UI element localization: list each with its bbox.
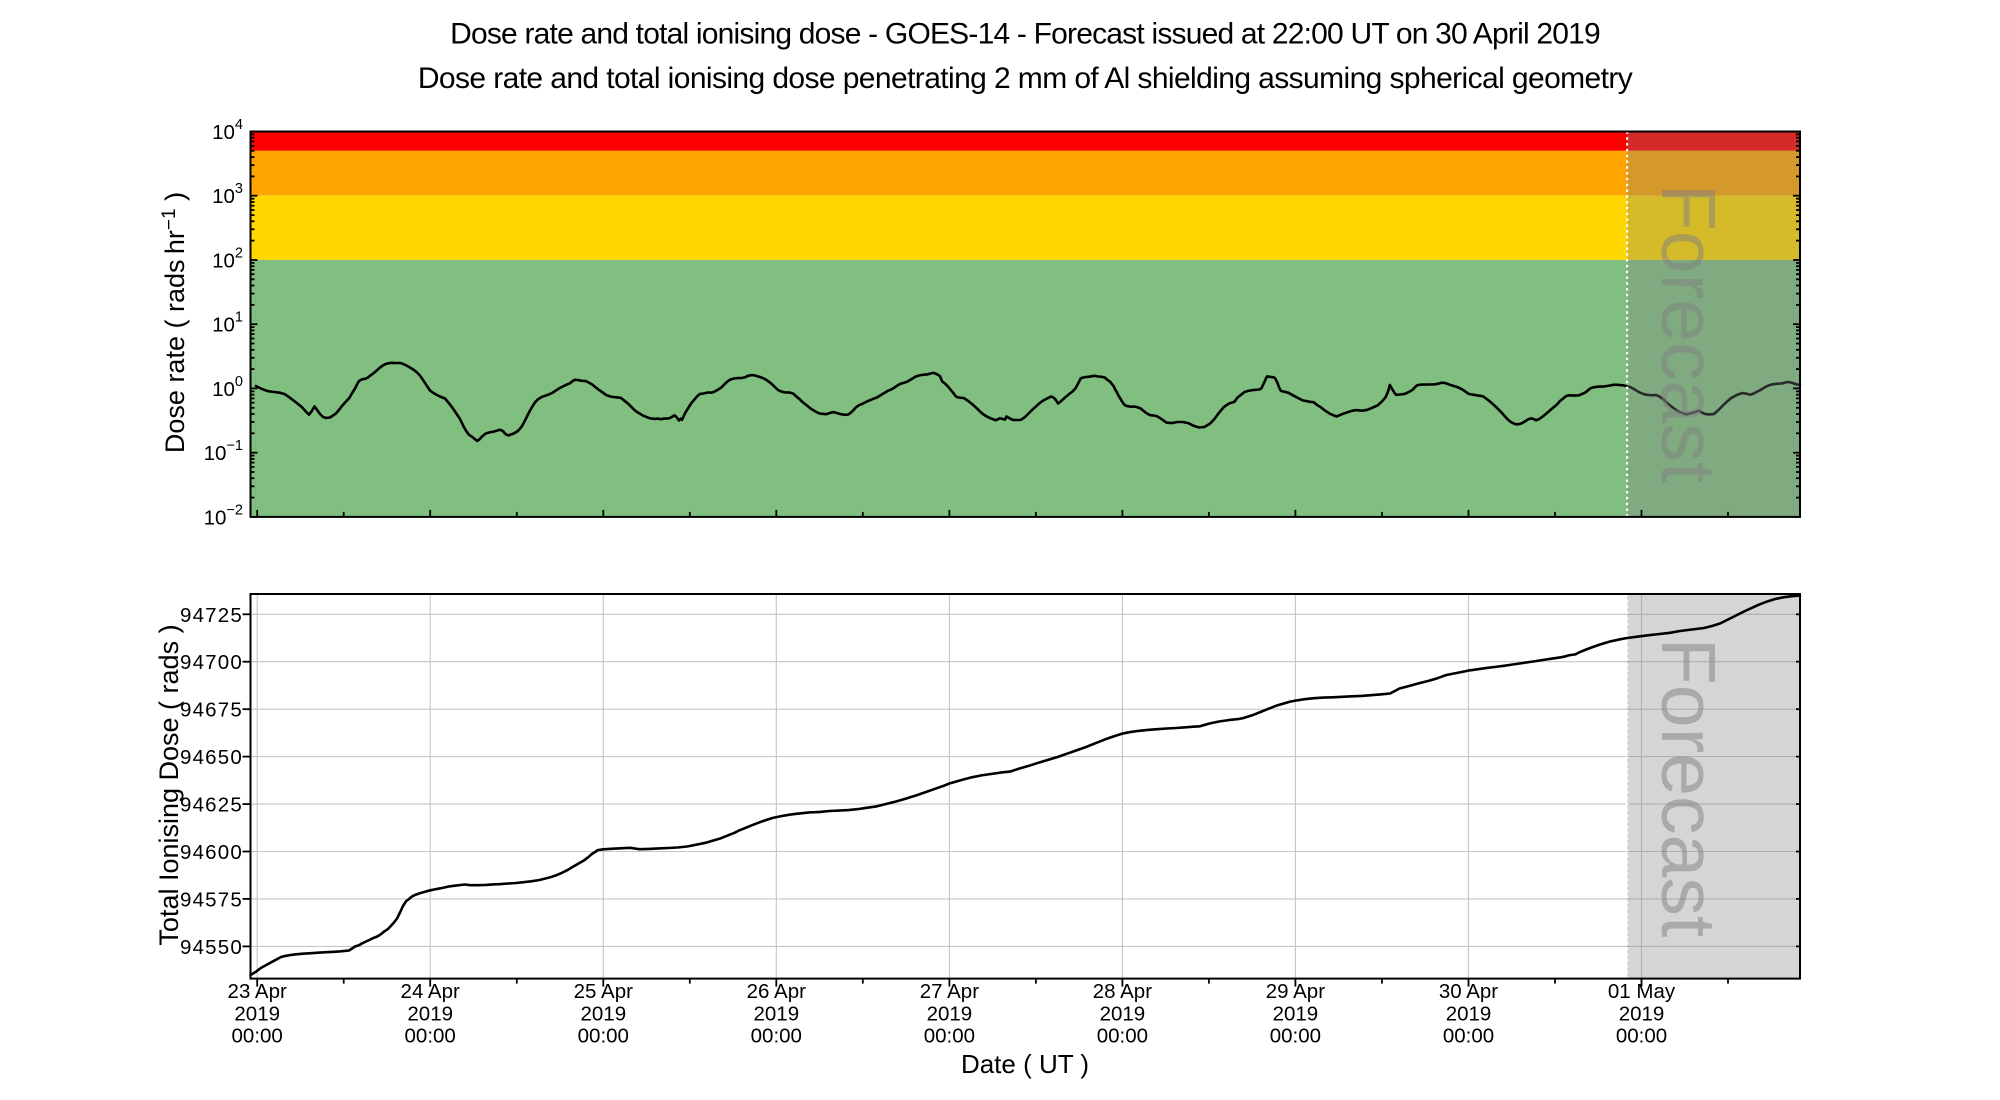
svg-text:10−1: 10−1: [204, 438, 243, 465]
svg-text:Dose rate ( rads hr−1 ): Dose rate ( rads hr−1 ): [159, 192, 190, 453]
svg-text:26 Apr: 26 Apr: [747, 980, 806, 1003]
svg-text:94650: 94650: [180, 746, 243, 769]
svg-text:00:00: 00:00: [232, 1025, 283, 1048]
svg-text:25 Apr: 25 Apr: [574, 980, 633, 1003]
svg-text:104: 104: [212, 117, 243, 144]
svg-text:Dose rate and total ionising d: Dose rate and total ionising dose penetr…: [418, 62, 1633, 95]
svg-text:94625: 94625: [180, 794, 243, 817]
svg-text:10−2: 10−2: [204, 502, 243, 529]
svg-text:23 Apr: 23 Apr: [228, 980, 287, 1003]
svg-text:2019: 2019: [1273, 1002, 1319, 1025]
svg-text:94600: 94600: [180, 841, 243, 864]
svg-text:103: 103: [212, 181, 243, 208]
svg-text:2019: 2019: [234, 1002, 280, 1025]
svg-text:Dose rate and total ionising d: Dose rate and total ionising dose - GOES…: [450, 18, 1600, 51]
svg-text:00:00: 00:00: [578, 1025, 629, 1048]
svg-text:01 May: 01 May: [1608, 980, 1676, 1003]
svg-text:00:00: 00:00: [751, 1025, 802, 1048]
svg-text:2019: 2019: [753, 1002, 799, 1025]
svg-text:2019: 2019: [927, 1002, 973, 1025]
svg-text:00:00: 00:00: [1443, 1025, 1494, 1048]
svg-text:2019: 2019: [1446, 1002, 1492, 1025]
svg-text:27 Apr: 27 Apr: [920, 980, 979, 1003]
svg-text:94675: 94675: [180, 699, 243, 722]
svg-text:00:00: 00:00: [924, 1025, 975, 1048]
svg-text:Forecast: Forecast: [1645, 638, 1731, 938]
svg-text:00:00: 00:00: [405, 1025, 456, 1048]
svg-text:00:00: 00:00: [1616, 1025, 1667, 1048]
svg-text:30 Apr: 30 Apr: [1439, 980, 1498, 1003]
svg-text:102: 102: [212, 246, 243, 273]
svg-text:2019: 2019: [1619, 1002, 1665, 1025]
svg-text:Total Ionising Dose ( rads ): Total Ionising Dose ( rads ): [154, 624, 184, 945]
svg-text:29 Apr: 29 Apr: [1266, 980, 1325, 1003]
svg-text:94700: 94700: [180, 651, 243, 674]
svg-text:94575: 94575: [180, 888, 243, 911]
svg-text:2019: 2019: [580, 1002, 626, 1025]
svg-text:Forecast: Forecast: [1645, 184, 1731, 484]
svg-text:100: 100: [212, 374, 243, 401]
svg-text:24 Apr: 24 Apr: [401, 980, 460, 1003]
svg-text:28 Apr: 28 Apr: [1093, 980, 1152, 1003]
svg-text:2019: 2019: [407, 1002, 453, 1025]
svg-text:101: 101: [212, 310, 243, 337]
svg-text:00:00: 00:00: [1097, 1025, 1148, 1048]
svg-text:94550: 94550: [180, 936, 243, 959]
svg-text:Date ( UT ): Date ( UT ): [961, 1049, 1089, 1079]
svg-text:94725: 94725: [180, 604, 243, 627]
svg-text:2019: 2019: [1100, 1002, 1146, 1025]
svg-text:00:00: 00:00: [1270, 1025, 1321, 1048]
